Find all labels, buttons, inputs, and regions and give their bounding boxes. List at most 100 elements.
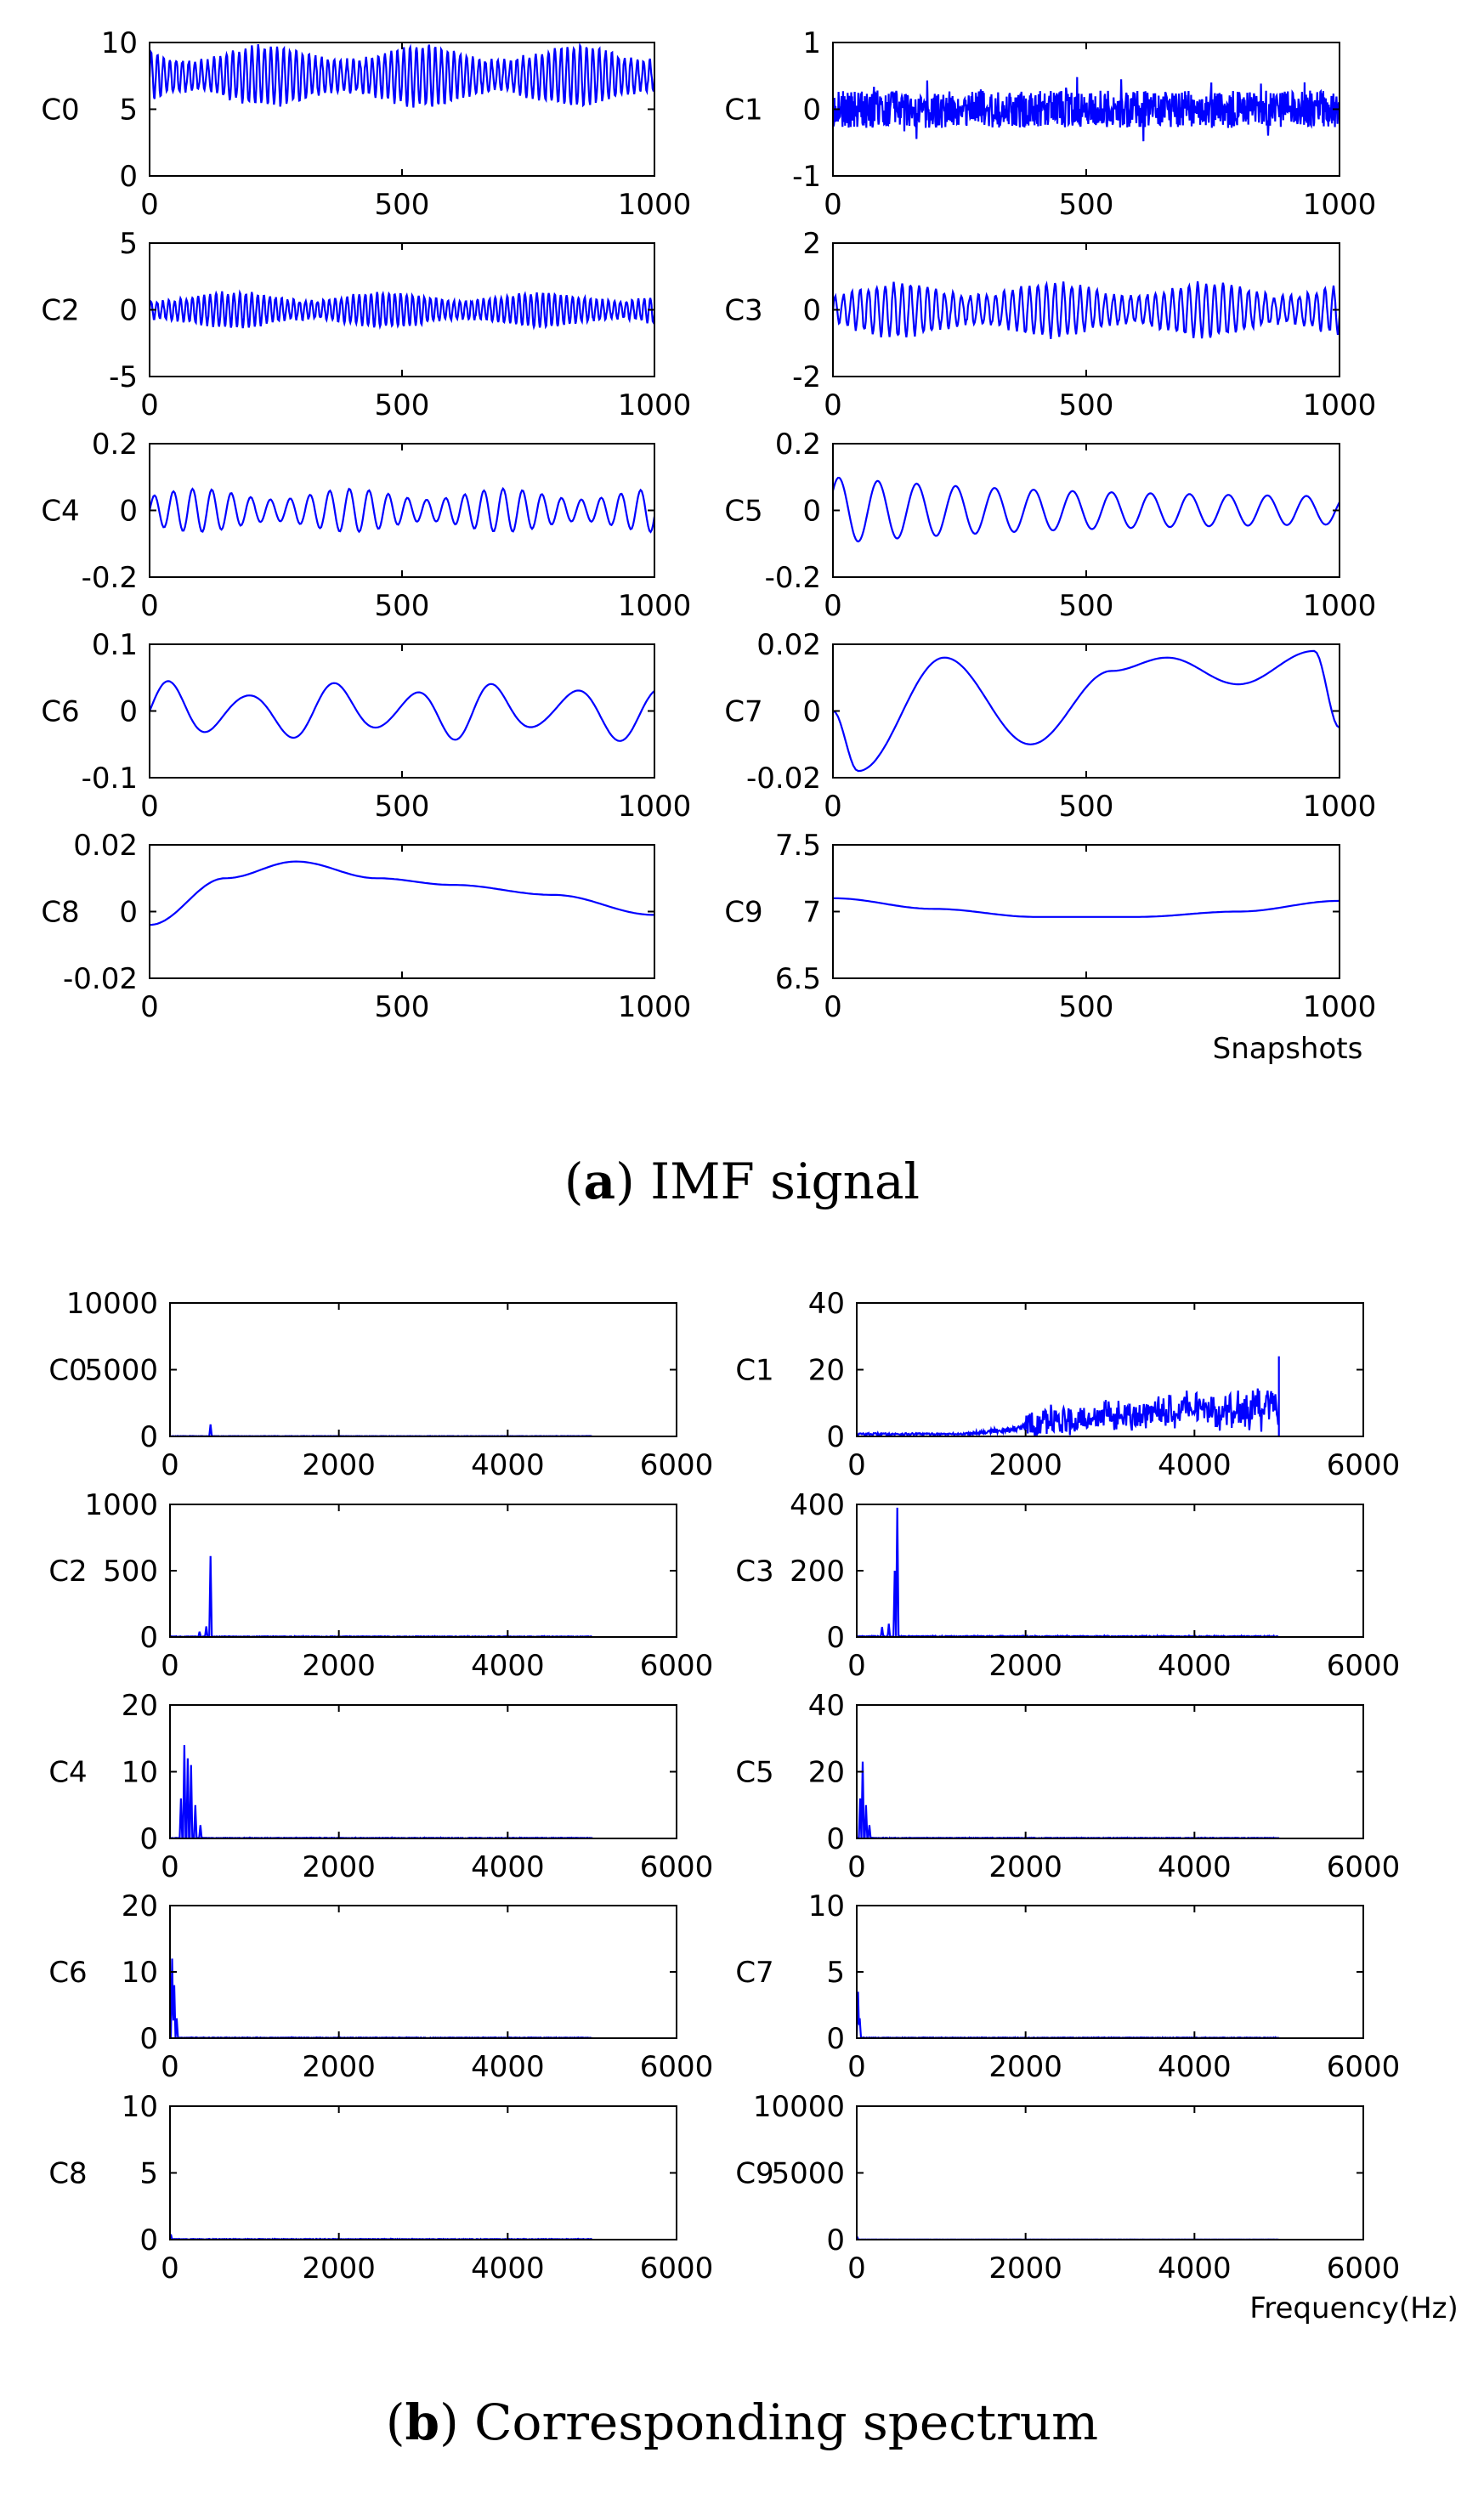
panel-b-c6: 0 2000 4000 6000 0 10 20 C6	[48, 1889, 713, 2084]
y-tick-label: 0	[119, 695, 138, 729]
x-tick-label: 0	[140, 990, 159, 1024]
channel-label-b-c6: C6	[48, 1956, 87, 1990]
x-tick-label: 0	[847, 1448, 866, 1482]
axes-frame-b-c5	[856, 1704, 1364, 1839]
x-tick-label: 4000	[1158, 1649, 1232, 1683]
x-tick-label: 2000	[988, 1850, 1062, 1884]
x-tick-label: 0	[140, 388, 159, 422]
series-line-b-c6	[170, 1958, 592, 2038]
x-tick-label: 4000	[1158, 2252, 1232, 2286]
x-tick-label: 500	[375, 188, 430, 222]
y-tick-label: 500	[103, 1555, 158, 1589]
axes-frame-a-c7	[832, 643, 1340, 779]
x-tick-label: 0	[161, 1850, 179, 1884]
x-tick-label: 500	[1059, 188, 1114, 222]
y-tick-label: 0	[826, 1420, 845, 1454]
y-tick-label: 5	[139, 2157, 158, 2191]
panel-a-c5: 0 500 1000-0.200.2C5	[724, 428, 1376, 623]
channel-label-a-c1: C1	[724, 93, 762, 127]
y-tick-label: 1	[802, 26, 821, 60]
x-tick-label: 0	[824, 589, 842, 623]
x-tick-label: 4000	[1158, 1850, 1232, 1884]
x-tick-label: 500	[1059, 790, 1114, 824]
panel-b-c7: 0 2000 4000 6000 0 5 10 C7	[735, 1889, 1400, 2084]
series-line-b-c1	[857, 1356, 1280, 1436]
x-tick-label: 0	[161, 2252, 179, 2286]
panel-a-c4: 0 500 1000-0.200.2C4	[41, 428, 691, 623]
x-tick-label: 4000	[471, 1649, 545, 1683]
x-tick-label: 1000	[1303, 388, 1377, 422]
series-line-b-c2	[170, 1555, 592, 1637]
y-tick-label: 0.2	[775, 428, 821, 462]
x-tick-label: 500	[375, 790, 430, 824]
x-tick-label: 0	[140, 589, 159, 623]
x-tick-label: 2000	[302, 1448, 376, 1482]
x-tick-label: 1000	[1303, 990, 1377, 1024]
channel-label-b-c9: C9	[735, 2157, 773, 2191]
y-tick-label: 7	[802, 896, 821, 930]
y-tick-label: -0.02	[63, 962, 138, 996]
x-tick-label: 2000	[302, 1850, 376, 1884]
series-line-a-c8	[150, 860, 654, 926]
y-tick-label: -2	[792, 360, 821, 394]
series-line-a-c9	[833, 897, 1340, 918]
x-tick-label: 0	[140, 790, 159, 824]
axes-frame-b-c7	[856, 1905, 1364, 2039]
x-tick-label: 500	[375, 388, 430, 422]
y-tick-label: 0	[139, 2022, 158, 2056]
x-tick-label: 2000	[988, 2252, 1062, 2286]
y-tick-label: 10	[122, 2090, 158, 2124]
x-tick-label: 2000	[302, 2050, 376, 2084]
x-tick-label: 2000	[302, 1649, 376, 1683]
x-tick-label: 4000	[471, 2252, 545, 2286]
series-line-a-c0	[150, 42, 654, 108]
x-tick-label: 6000	[1327, 1448, 1401, 1482]
caption-b-text: Corresponding spectrum	[474, 2393, 1098, 2451]
panel-b-c2: 0 2000 4000 6000 0 500 1000 C2	[48, 1488, 713, 1683]
channel-label-b-c4: C4	[48, 1756, 87, 1790]
x-tick-label: 4000	[1158, 2050, 1232, 2084]
x-tick-label: 0	[161, 1649, 179, 1683]
x-tick-label: 2000	[988, 2050, 1062, 2084]
axes-frame-b-c9	[856, 2105, 1364, 2240]
caption-b: (b) Corresponding spectrum	[386, 2393, 1098, 2451]
y-tick-label: 0	[139, 1621, 158, 1655]
x-tick-label: 6000	[1327, 1850, 1401, 1884]
x-tick-label: 0	[140, 188, 159, 222]
axes-frame-a-c5	[832, 443, 1340, 578]
x-tick-label: 1000	[618, 589, 692, 623]
y-tick-label: 0	[826, 2223, 845, 2257]
channel-label-a-c4: C4	[41, 495, 79, 529]
y-tick-label: 20	[808, 1354, 845, 1388]
y-tick-label: -0.02	[746, 762, 821, 796]
x-tick-label: 4000	[471, 1448, 545, 1482]
x-tick-label: 1000	[1303, 790, 1377, 824]
panel-a-c0: 0 500 1000 0 5 10 C0	[41, 26, 691, 222]
channel-label-b-c3: C3	[735, 1555, 773, 1589]
x-tick-label: 500	[1059, 990, 1114, 1024]
panel-b-c5: 0 2000 4000 6000 0 20 40 C5	[735, 1689, 1400, 1884]
x-tick-label: 6000	[640, 1448, 714, 1482]
x-tick-label: 1000	[1303, 589, 1377, 623]
y-tick-label: 0	[826, 1822, 845, 1856]
channel-label-b-c0: C0	[48, 1354, 87, 1388]
axes-frame-b-c4	[169, 1704, 677, 1839]
series-line-a-c6	[150, 680, 654, 742]
caption-a-text: IMF signal	[650, 1153, 920, 1210]
x-tick-label: 0	[847, 1649, 866, 1683]
y-tick-label: 0	[119, 896, 138, 930]
y-tick-label: 7.5	[775, 829, 821, 863]
y-tick-label: -0.2	[82, 561, 138, 595]
x-tick-label: 500	[375, 589, 430, 623]
y-tick-label: 400	[790, 1488, 845, 1522]
x-tick-label: 1000	[618, 990, 692, 1024]
y-tick-label: 10000	[66, 1287, 158, 1321]
channel-label-b-c1: C1	[735, 1354, 773, 1388]
frequency-axis-label: Frequency(Hz)	[1249, 2291, 1459, 2325]
panel-a-c9: 0 500 1000 6.5 7 7.5 C9	[724, 829, 1376, 1024]
